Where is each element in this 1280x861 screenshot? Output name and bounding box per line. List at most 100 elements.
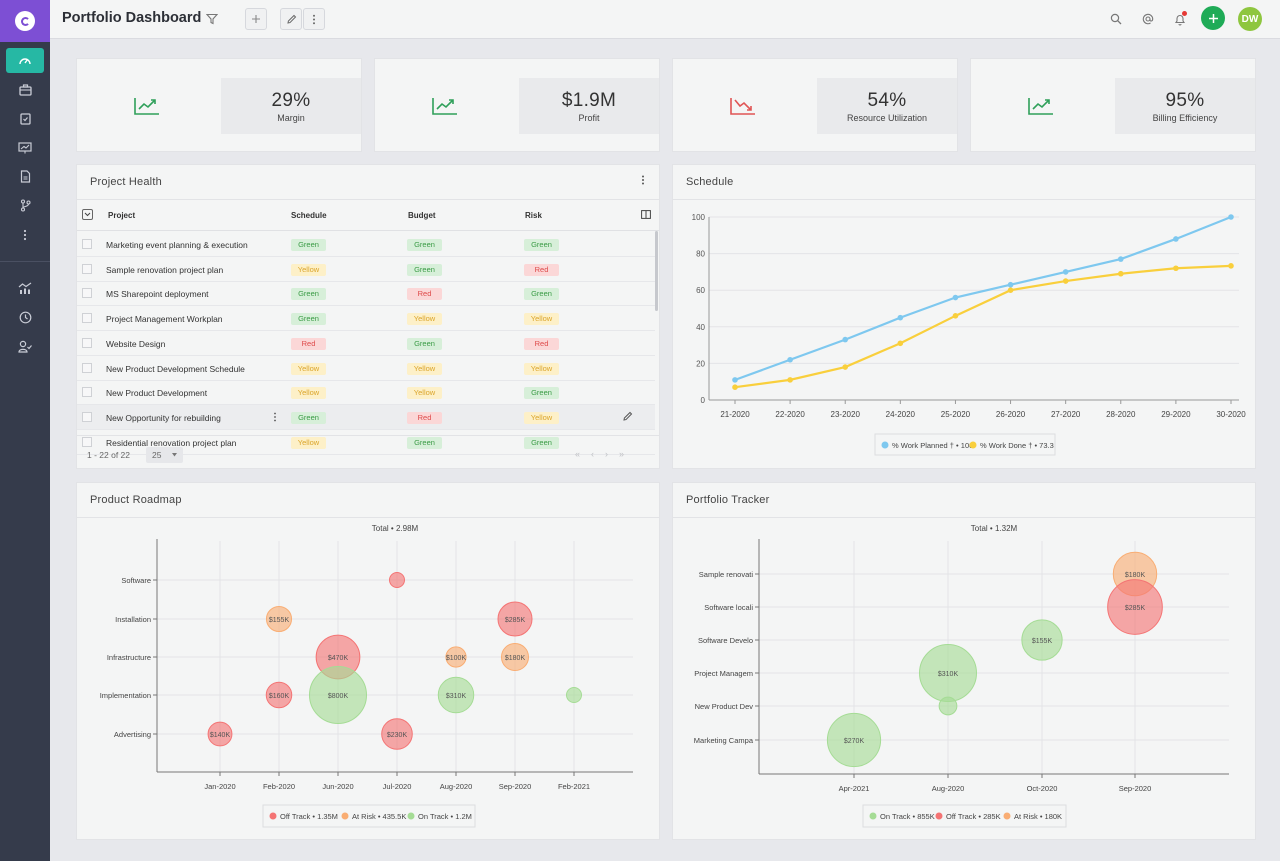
select-all-checkbox[interactable] [82,209,93,220]
add-widget-button[interactable] [245,8,267,30]
project-name[interactable]: New Product Development [106,388,208,399]
table-scrollbar[interactable] [655,231,658,311]
row-checkbox[interactable] [82,337,92,348]
data-point [897,314,904,321]
x-tick-label: Aug-2020 [932,784,965,793]
prev-page-icon[interactable]: ‹ [591,449,606,459]
project-name[interactable]: Residential renovation project plan [106,437,237,448]
sidebar-item-analytics[interactable] [0,274,50,303]
project-name[interactable]: Website Design [106,338,166,349]
avatar[interactable]: DW [1238,7,1262,31]
project-name[interactable]: New Opportunity for rebuilding [106,412,221,423]
bubble-label: $800K [328,693,349,700]
y-tick-label: Project Managem [694,669,753,678]
project-name[interactable]: New Product Development Schedule [106,363,245,374]
table-row[interactable]: New Opportunity for rebuilding Green Red Ye… [77,404,655,430]
more-options-button[interactable] [303,8,325,30]
chevron-down-icon [84,212,91,217]
first-page-icon[interactable]: « [575,449,592,459]
kpi-label: Billing Efficiency [1152,113,1218,123]
bubble [500,642,530,672]
risk-status-badge: Yellow [524,411,559,424]
row-checkbox[interactable] [82,239,92,249]
trend-up-icon [432,98,457,115]
page-size-select[interactable]: 25 [146,447,183,463]
trend-down-icon [730,98,755,115]
filter-icon [206,13,218,25]
sidebar-item-reports[interactable] [0,133,50,162]
data-point [952,313,959,319]
row-menu-button[interactable] [273,412,277,424]
search-button[interactable] [1104,7,1128,31]
pagination-controls[interactable]: «‹›» [575,449,635,459]
sidebar-item-workflow[interactable] [0,191,50,220]
x-tick-label: 30-2020 [1216,410,1246,419]
column-header-risk[interactable]: Risk [525,211,542,220]
row-checkbox[interactable] [82,387,92,398]
edit-button[interactable] [280,8,302,30]
table-footer: 1 - 22 of 22 25 «‹›» [77,435,659,468]
card-menu-button[interactable] [641,174,645,188]
analytics-icon [18,282,32,294]
y-tick-label: Software locali [704,603,753,612]
more-vertical-icon [642,175,644,185]
project-name[interactable]: Sample renovation project plan [106,264,224,275]
bubble [309,666,367,724]
row-checkbox[interactable] [82,411,92,422]
bubble [389,572,405,588]
document-icon [20,170,30,183]
sidebar-item-portfolio[interactable] [0,75,50,104]
table-row[interactable]: Website Design Red Green Red [77,331,655,356]
table-row[interactable]: New Product Development Schedule Yellow Ye… [77,356,655,381]
kpi-label: Margin [277,113,305,123]
project-name[interactable]: Project Management Workplan [106,314,223,325]
app-logo[interactable] [0,0,50,42]
data-point [842,336,849,343]
create-button[interactable] [1201,6,1225,30]
y-tick-label: New Product Dev [695,702,754,711]
column-chooser-button[interactable] [641,210,651,221]
table-row[interactable]: Project Management Workplan Green Yellow Ye… [77,306,655,332]
row-checkbox[interactable] [82,288,92,299]
next-page-icon[interactable]: › [605,449,620,459]
last-page-icon[interactable]: » [619,449,636,459]
table-row[interactable]: Sample renovation project plan Yellow Gree… [77,257,655,282]
legend-marker [1003,812,1011,820]
sidebar-item-documents[interactable] [0,162,50,191]
table-row[interactable]: New Product Development Yellow Yellow Green [77,380,655,406]
data-point [1117,270,1124,277]
row-checkbox[interactable] [82,362,92,373]
row-checkbox[interactable] [82,436,92,447]
table-row[interactable]: Residential renovation project plan Yello… [77,430,655,455]
more-vertical-icon [274,412,276,422]
more-vertical-icon [313,14,315,24]
row-checkbox[interactable] [82,313,92,324]
table-row[interactable]: MS Sharepoint deployment Green Red Green [77,281,655,307]
budget-status-badge: Red [407,288,442,301]
legend-marker [407,812,415,820]
project-name[interactable]: Marketing event planning & execution [106,240,248,250]
sidebar-item-more[interactable] [0,220,50,249]
table-row[interactable]: Marketing event planning & execution Gree… [77,232,655,257]
mentions-button[interactable] [1136,7,1160,31]
sidebar-item-people[interactable] [0,332,50,361]
column-header-budget[interactable]: Budget [408,211,436,220]
sidebar-item-tasks[interactable] [0,104,50,133]
budget-status-badge: Green [407,436,442,449]
notifications-button[interactable] [1168,7,1192,31]
bubble-label: $155K [1032,638,1053,645]
legend-box [262,804,476,828]
project-name[interactable]: MS Sharepoint deployment [106,289,209,300]
column-header-project[interactable]: Project [108,211,136,220]
data-point [1117,256,1124,262]
row-checkbox[interactable] [82,263,92,274]
presentation-icon [18,141,32,153]
notification-dot [1182,11,1187,16]
logo-icon [15,11,35,31]
row-edit-button[interactable] [622,411,633,424]
filter-button[interactable] [204,8,220,30]
sidebar-item-timesheet[interactable] [0,303,50,332]
sidebar-item-dashboard[interactable] [0,46,50,75]
data-point [1173,236,1179,242]
column-header-schedule[interactable]: Schedule [291,211,327,220]
